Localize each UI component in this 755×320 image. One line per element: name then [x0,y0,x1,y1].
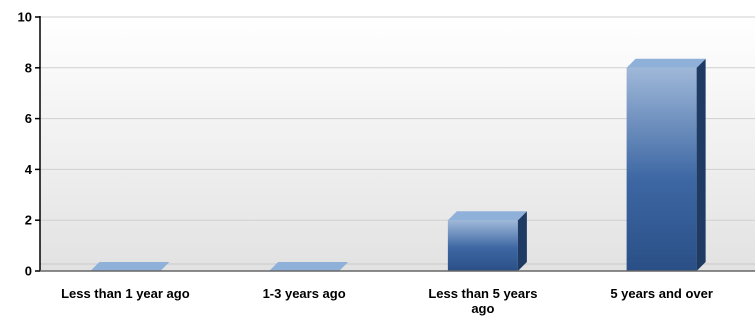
bar-side [696,58,706,271]
x-category-label: 1-3 years ago [263,286,346,301]
x-category-label: Less than 5 years [428,286,537,301]
y-tick-label: 4 [25,162,33,177]
bar-top [626,58,706,68]
bar-1 [90,262,170,271]
y-tick-label: 6 [25,111,32,126]
y-tick-label: 2 [25,213,32,228]
bar-3 [447,211,527,271]
x-category-label: 5 years and over [610,286,713,301]
y-tick-label: 8 [25,60,32,75]
x-category-label: Less than 1 year ago [61,286,190,301]
bar-front [447,220,518,271]
bars [90,58,706,271]
x-category-label: ago [471,301,494,316]
bar-top [90,262,170,271]
y-tick-label: 0 [25,264,32,279]
y-tick-label: 10 [18,10,32,25]
bar-front [626,67,697,271]
bar-top [269,262,349,271]
bar-top [447,211,527,221]
axes [39,16,755,272]
bar-4 [626,58,706,271]
bar-2 [269,262,349,271]
bar-side [517,211,527,271]
x-axis-labels: Less than 1 year ago 1-3 years ago Less th… [61,286,713,316]
y-axis-ticks: 0 2 4 6 8 10 [18,10,40,279]
